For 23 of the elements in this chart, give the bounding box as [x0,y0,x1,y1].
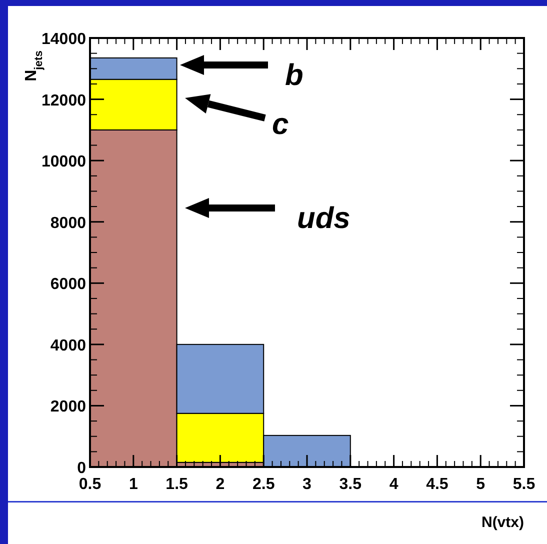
x-tick-label: 5 [476,476,486,493]
x-tick-label: 2 [216,476,225,493]
x-tick-label: 3 [302,476,312,493]
y-tick-label: 8000 [50,214,86,232]
legend-label: b [285,59,304,92]
y-tick-label: 4000 [50,337,86,354]
y-tick-label: 10000 [42,154,86,171]
legend-label: c [272,108,289,141]
legend-label: uds [297,202,350,235]
x-tick-label: 5.5 [512,476,536,493]
x-tick-label: 3.5 [339,476,362,493]
y-tick-label: 14000 [42,31,86,48]
x-tick-label: 4.5 [426,476,448,493]
x-tick-label: 1 [128,476,138,493]
x-tick-label: 1.5 [166,476,188,493]
x-tick-label: 0.5 [78,476,102,493]
y-tick-label: 2000 [50,398,86,416]
x-tick-label: 2.5 [252,476,275,493]
y-tick-label: 6000 [50,276,86,294]
x-axis-title: N(vtx) [481,514,524,531]
y-tick-label: 0 [77,460,86,477]
x-tick-label: 4 [389,476,398,493]
y-tick-label: 12000 [42,92,86,110]
